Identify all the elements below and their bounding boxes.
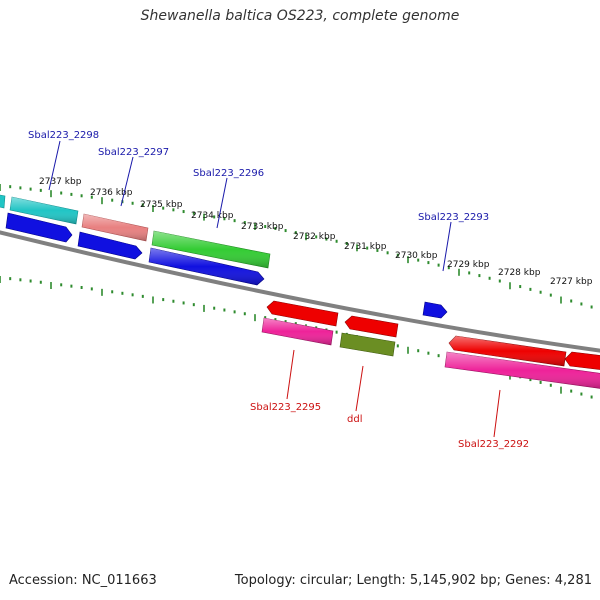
kbp-label: 2736 kbp	[90, 188, 133, 198]
gene-feature[interactable]	[266, 300, 339, 327]
kbp-label: 2730 kbp	[395, 251, 438, 261]
kbp-label: 2729 kbp	[447, 260, 490, 270]
kbp-label: 2735 kbp	[140, 200, 183, 210]
gene-label-sbal223-2296[interactable]: Sbal223_2296	[193, 168, 264, 179]
gene-feature[interactable]	[339, 332, 396, 357]
accession-text: Accession: NC_011663	[9, 573, 157, 588]
gene-label-sbal223-2292[interactable]: Sbal223_2292	[458, 439, 529, 450]
gene-shading	[149, 248, 264, 285]
gene-feature[interactable]	[344, 315, 399, 338]
gene-shading	[10, 197, 78, 224]
reverse-genes-inner-lane	[261, 317, 600, 389]
gene-label-sbal223-2298[interactable]: Sbal223_2298	[28, 130, 99, 141]
topology-text: Topology: circular; Length: 5,145,902 bp…	[234, 573, 592, 588]
label-leader-lines	[48, 140, 501, 438]
gene-feature[interactable]	[422, 301, 448, 319]
kbp-label: 2734 kbp	[191, 211, 234, 221]
forward-genes-inner-lane	[5, 212, 448, 319]
gene-label-sbal223-2297[interactable]: Sbal223_2297	[98, 147, 169, 158]
kbp-label: 2727 kbp	[550, 277, 593, 287]
gene-feature[interactable]	[77, 231, 143, 260]
gene-shading	[445, 352, 600, 389]
gene-feature[interactable]	[5, 212, 73, 243]
gene-label-sbal223-2293[interactable]: Sbal223_2293	[418, 212, 489, 223]
gene-feature[interactable]	[564, 351, 600, 370]
gene-shading	[262, 318, 333, 345]
genome-backbone	[0, 230, 600, 353]
kbp-label: 2737 kbp	[39, 177, 82, 187]
gene-label-ddl[interactable]: ddl	[347, 414, 362, 425]
gene-shading	[82, 214, 148, 241]
kbp-label: 2728 kbp	[498, 268, 541, 278]
forward-genes-outer-lane	[0, 194, 271, 269]
gene-feature[interactable]	[0, 194, 6, 209]
kbp-labels: 2737 kbp 2736 kbp 2735 kbp 2734 kbp 2733…	[39, 177, 593, 287]
gene-shading	[449, 336, 566, 366]
kbp-label: 2731 kbp	[344, 242, 387, 252]
gene-labels: Sbal223_2298 Sbal223_2297 Sbal223_2296 S…	[28, 130, 529, 450]
genome-title: Shewanella baltica OS223, complete genom…	[140, 8, 460, 24]
kbp-label: 2733 kbp	[241, 222, 284, 232]
gene-shading	[152, 231, 270, 268]
kbp-label: 2732 kbp	[293, 232, 336, 242]
gene-label-sbal223-2295[interactable]: Sbal223_2295	[250, 402, 321, 413]
